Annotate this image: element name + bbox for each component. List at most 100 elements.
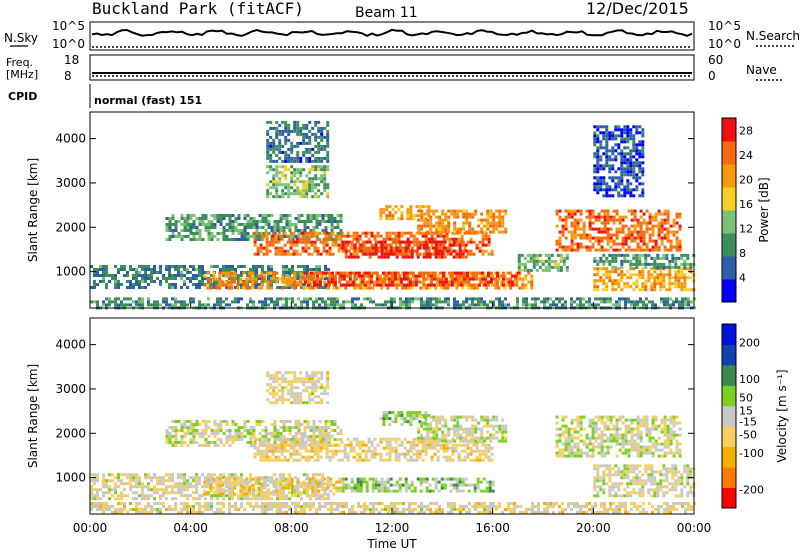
power-cell [408, 283, 412, 287]
power-cell [605, 161, 609, 165]
power-cell [93, 280, 96, 283]
power-cell [278, 138, 282, 142]
power-cell [266, 171, 270, 175]
power-cell [450, 274, 454, 278]
power-cell [415, 214, 419, 218]
power-cell [237, 277, 240, 280]
vel-cell [432, 502, 435, 505]
power-cell [632, 170, 636, 174]
power-cell [333, 280, 337, 284]
power-cell [201, 268, 204, 271]
power-cell [608, 131, 612, 135]
power-cell [246, 271, 249, 274]
power-cell [331, 231, 335, 235]
power-cell [485, 274, 489, 278]
power-cell [298, 240, 302, 244]
power-cell [324, 283, 328, 287]
vel-cell [90, 491, 93, 495]
power-cell [296, 141, 300, 145]
power-cell [459, 274, 463, 278]
power-cell [617, 279, 621, 283]
power-cell [262, 246, 266, 250]
power-cell [428, 240, 432, 244]
power-cell [651, 227, 655, 231]
power-cell [594, 215, 598, 219]
power-cell [189, 300, 192, 304]
power-cell [308, 189, 312, 193]
power-cell [222, 300, 225, 304]
vel-cell [477, 505, 480, 508]
vel-cell [165, 488, 168, 492]
vel-cell [666, 502, 669, 505]
vel-cell [219, 508, 222, 511]
power-cell [267, 274, 270, 277]
power-cell [468, 230, 472, 234]
power-cell [375, 303, 378, 307]
power-cell [614, 288, 618, 292]
power-cell [397, 208, 401, 212]
power-cell [593, 267, 597, 271]
power-cell [392, 249, 396, 253]
power-cell [498, 297, 501, 301]
power-cell [678, 300, 681, 304]
power-cell [567, 245, 571, 249]
power-cell [165, 280, 168, 283]
vel-cell [162, 502, 165, 505]
power-cell [599, 140, 603, 144]
power-cell [438, 280, 442, 284]
power-cell [648, 239, 652, 243]
power-cell [324, 226, 328, 229]
power-cell [413, 277, 417, 281]
power-cell [105, 274, 108, 277]
power-cell [303, 300, 306, 304]
power-cell [469, 249, 473, 253]
power-cell [602, 167, 606, 171]
vel-cell [141, 488, 144, 492]
power-cell [174, 229, 178, 232]
vel-cell [243, 508, 246, 511]
vel-cell [585, 511, 588, 514]
power-cell [315, 265, 318, 268]
power-cell [689, 262, 693, 266]
power-cell [489, 221, 493, 225]
vel-cell [168, 485, 171, 489]
power-cell [594, 248, 598, 252]
power-cell [644, 288, 648, 292]
power-cell [305, 186, 309, 190]
power-cell [538, 259, 542, 263]
power-cell [407, 240, 411, 244]
vel-cell [204, 485, 207, 489]
power-cell [675, 212, 679, 216]
power-cell [588, 248, 592, 252]
power-cell [660, 297, 663, 301]
power-cell [308, 138, 312, 142]
vel-cell [96, 497, 99, 501]
power-cell [304, 240, 308, 244]
vel-cell [438, 508, 441, 511]
power-cell [520, 253, 524, 257]
power-cell [327, 297, 330, 301]
power-cell [651, 215, 655, 219]
power-cell [602, 259, 606, 263]
power-cell [362, 240, 366, 244]
power-cell [490, 252, 494, 256]
power-cell [156, 277, 159, 280]
power-cell [420, 297, 423, 301]
vel-cell [255, 497, 258, 501]
power-cell [277, 252, 281, 256]
vel-cell [267, 508, 270, 511]
power-cell [623, 152, 627, 156]
power-cell [290, 165, 294, 169]
power-cell [255, 286, 258, 289]
vel-cell [579, 511, 582, 514]
power-cell [417, 230, 421, 234]
vel-cell [132, 479, 135, 483]
power-cell [159, 271, 162, 274]
power-cell [456, 280, 460, 284]
power-cell [345, 280, 349, 284]
vel-cell [480, 502, 483, 505]
power-cell [556, 265, 560, 269]
power-cell [479, 274, 483, 278]
power-cell [165, 300, 168, 304]
power-cell [507, 283, 511, 287]
